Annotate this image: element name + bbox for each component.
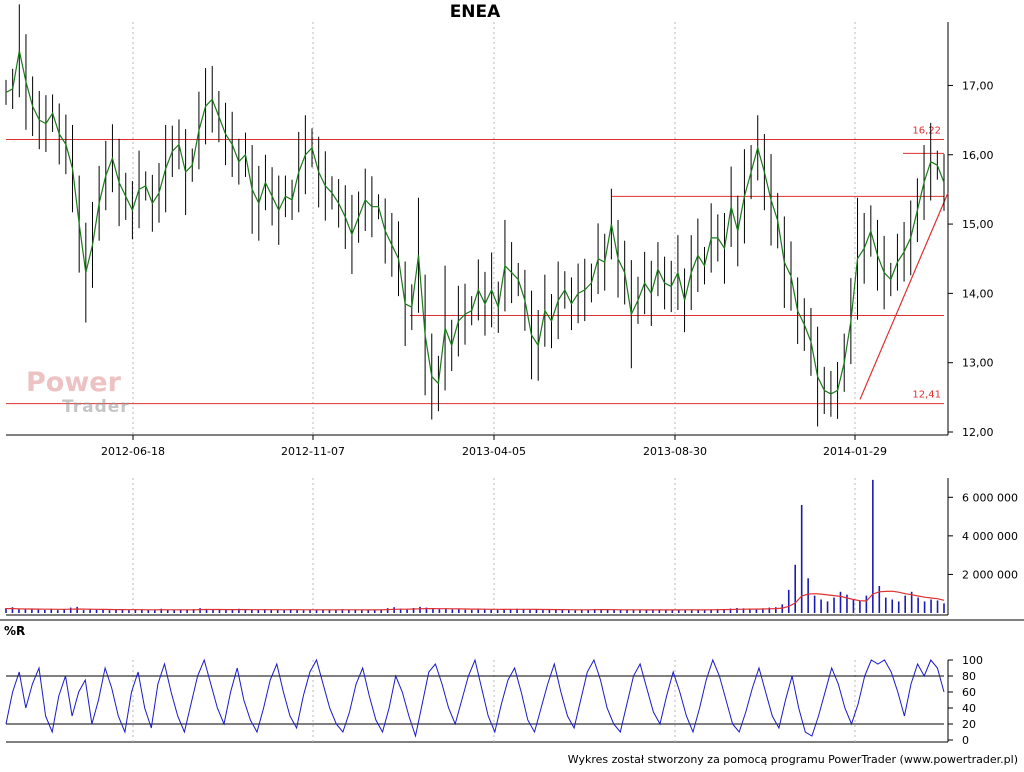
williams-label: %R [4, 624, 26, 638]
price-y-tick-label: 14,00 [962, 287, 994, 300]
williams-y-tick-label: 0 [962, 734, 969, 747]
footer-credit: Wykres został stworzony za pomocą progra… [567, 753, 1018, 766]
williams-line [5, 658, 945, 738]
logo-text-trader: Trader [62, 397, 130, 417]
powertrader-logo: Power Trader [26, 367, 176, 423]
price-y-tick-label: 16,00 [962, 149, 994, 162]
williams-y-tick-label: 80 [962, 670, 976, 683]
price-level-label: 12,41 [912, 390, 941, 401]
volume-y-tick-label: 4 000 000 [962, 530, 1018, 543]
volume-y-tick-label: 2 000 000 [962, 568, 1018, 581]
price-y-tick-label: 15,00 [962, 218, 994, 231]
price-x-tick-label: 2012-06-18 [101, 445, 165, 458]
price-level-label: 16,22 [912, 126, 941, 137]
price-y-tick-label: 17,00 [962, 79, 994, 92]
williams-y-tick-label: 100 [962, 654, 983, 667]
price-y-tick-label: 12,00 [962, 426, 994, 439]
price-y-tick-label: 13,00 [962, 357, 994, 370]
price-line [5, 50, 945, 395]
williams-y-tick-label: 60 [962, 686, 976, 699]
price-x-tick-label: 2013-08-30 [643, 445, 707, 458]
volume-y-tick-label: 6 000 000 [962, 491, 1018, 504]
volume-avg-line [6, 590, 945, 611]
volume-bars-group [5, 479, 945, 613]
price-x-tick-label: 2014-01-29 [823, 445, 887, 458]
price-trendline [859, 192, 949, 400]
logo-text-power: Power [26, 367, 121, 398]
williams-y-tick-label: 20 [962, 718, 976, 731]
price-bars-group [5, 4, 945, 427]
williams-y-tick-label: 40 [962, 702, 976, 715]
chart-title: ENEA [449, 2, 501, 22]
price-x-tick-label: 2013-04-05 [462, 445, 526, 458]
price-x-tick-label: 2012-11-07 [281, 445, 345, 458]
